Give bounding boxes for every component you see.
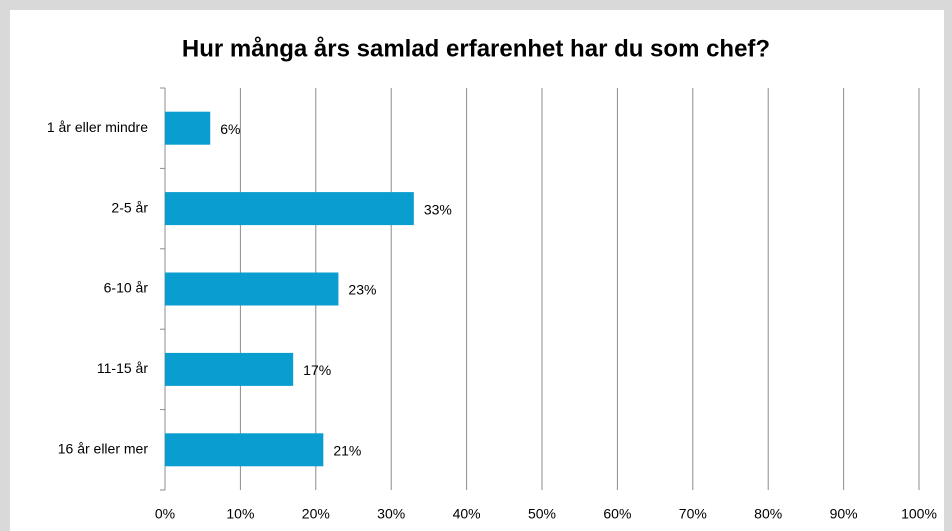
value-label: 6% [220, 121, 240, 137]
value-label: 21% [333, 443, 361, 459]
x-tick-label: 30% [377, 506, 405, 522]
value-label: 23% [348, 282, 376, 298]
bar [165, 433, 324, 467]
y-tick-label: 2-5 år [111, 199, 148, 215]
x-tick-label: 60% [603, 506, 631, 522]
bar [165, 192, 414, 226]
x-tick-label: 50% [528, 506, 556, 522]
x-tick-label: 80% [754, 506, 782, 522]
x-tick-label: 90% [830, 506, 858, 522]
chart-background [10, 10, 944, 531]
y-tick-label: 1 år eller mindre [47, 119, 148, 135]
value-label: 33% [424, 201, 452, 217]
x-tick-label: 40% [453, 506, 481, 522]
x-tick-label: 20% [302, 506, 330, 522]
x-tick-label: 10% [226, 506, 254, 522]
y-tick-label: 11-15 år [97, 360, 148, 376]
x-tick-label: 0% [155, 506, 175, 522]
bar [165, 111, 211, 145]
y-tick-label: 16 år eller mer [58, 441, 149, 457]
x-tick-label: 100% [901, 506, 937, 522]
value-label: 17% [303, 362, 331, 378]
bar [165, 272, 339, 306]
y-tick-label: 6-10 år [104, 280, 149, 296]
chart-title: Hur många års samlad erfarenhet har du s… [182, 35, 770, 62]
bar [165, 352, 294, 386]
x-tick-label: 70% [679, 506, 707, 522]
